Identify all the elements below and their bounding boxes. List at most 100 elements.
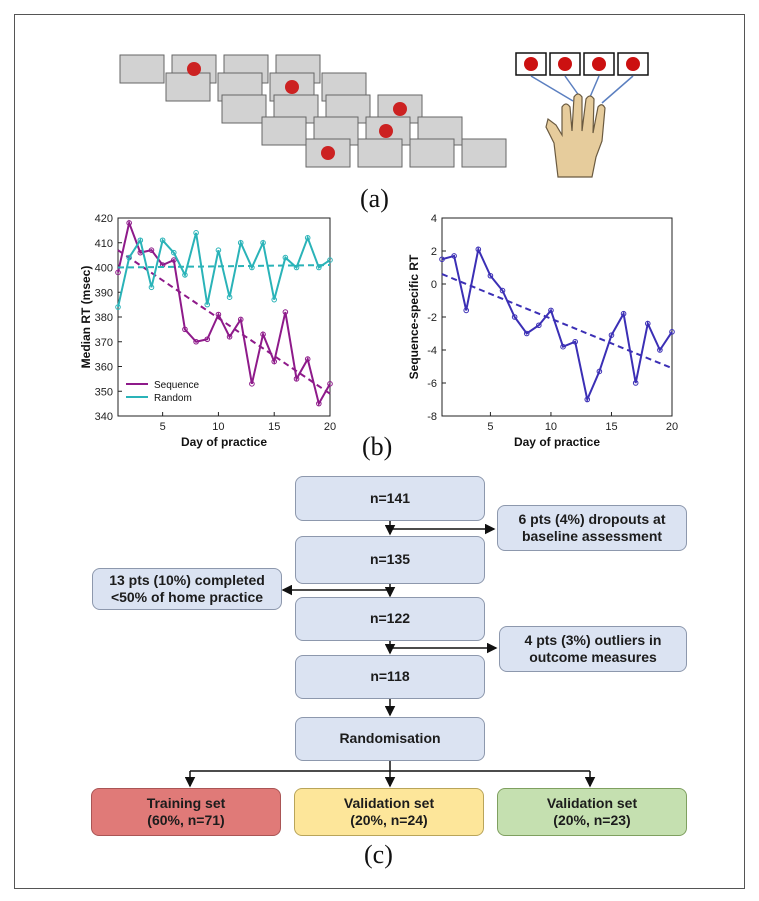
rt-series-random-point xyxy=(249,264,255,271)
node-n122: n=122 xyxy=(295,597,485,641)
seq-series-0-point xyxy=(439,256,445,263)
rt-series-random-point xyxy=(316,264,322,271)
rt-series-random-point xyxy=(260,239,266,246)
seq-series-0-point xyxy=(644,320,651,327)
seq-series-0-point xyxy=(620,310,627,317)
panel-label-c: (c) xyxy=(364,840,393,869)
rt-series-sequence-point xyxy=(249,381,255,387)
panel-label-a: (a) xyxy=(360,184,389,213)
seq-series-0-point xyxy=(523,330,530,337)
seq-series-0-line xyxy=(441,246,673,403)
rt-xtick-label: 10 xyxy=(212,421,224,433)
seq-x-axis-label: Day of practice xyxy=(514,435,600,449)
seq-series-0-point xyxy=(475,246,482,253)
rt-series-sequence-point xyxy=(237,316,244,323)
seq-ytick-label: -6 xyxy=(427,378,437,390)
seq-series-0-point xyxy=(548,307,554,314)
seq-series-0-point xyxy=(511,314,518,320)
rt-series-random-point xyxy=(170,249,177,256)
rt-x-axis-label: Day of practice xyxy=(181,435,267,449)
rt-series-random-point xyxy=(226,294,233,300)
seq-series-0-point xyxy=(463,307,470,314)
seq-series-0-point xyxy=(560,343,566,350)
rt-series-sequence-point xyxy=(271,358,278,365)
seq-series-0-point xyxy=(584,396,591,403)
seq-ytick-label: -8 xyxy=(427,411,437,423)
node-training-set: Training set (60%, n=71) xyxy=(91,788,281,836)
node-n118: n=118 xyxy=(295,655,485,699)
rt-series-sequence-point xyxy=(148,247,155,253)
seq-series-0-point xyxy=(669,329,675,335)
seq-series-0-point xyxy=(536,322,542,329)
rt-series-random-point xyxy=(271,296,278,303)
seq-series-0-point xyxy=(487,272,494,279)
seq-ytick-label: -4 xyxy=(427,345,437,357)
rt-xtick-label: 20 xyxy=(324,421,336,433)
rt-series-random-point xyxy=(193,230,199,236)
seq-series-0-point xyxy=(608,332,615,338)
rt-series-sequence-point xyxy=(260,331,266,338)
rt-legend-label: Random xyxy=(154,393,192,404)
node-randomisation: Randomisation xyxy=(295,717,485,761)
rt-series-sequence-point xyxy=(193,338,199,345)
rt-series-sequence-point xyxy=(226,334,233,340)
srtt-stimulus-illustration xyxy=(119,52,649,178)
seq-ytick-label: 2 xyxy=(431,246,437,258)
rt-series-sequence-point xyxy=(115,269,121,276)
seq-series-0-point xyxy=(572,338,578,345)
hand-icon xyxy=(545,93,606,178)
rt-legend-label: Sequence xyxy=(154,380,199,391)
node-incomplete-practice: 13 pts (10%) completed <50% of home prac… xyxy=(92,568,282,610)
node-n141: n=141 xyxy=(295,476,485,521)
seq-series-0-point xyxy=(657,347,663,353)
rt-series-sequence-line xyxy=(117,219,331,407)
rt-ytick-label: 380 xyxy=(95,312,113,324)
rt-series-random-point xyxy=(327,257,333,263)
seq-series-0-point xyxy=(596,368,603,375)
rt-series-random-point xyxy=(137,237,144,244)
node-n135: n=135 xyxy=(295,536,485,584)
target-dots xyxy=(187,62,407,160)
rt-series-random-point xyxy=(182,272,188,278)
rt-series-sequence-point xyxy=(304,356,311,362)
rt-ytick-label: 360 xyxy=(95,362,113,374)
rt-series-sequence-point xyxy=(204,336,211,343)
seq-ytick-label: -2 xyxy=(427,312,437,324)
seq-ytick-label: 4 xyxy=(431,213,437,225)
node-dropout: 6 pts (4%) dropouts at baseline assessme… xyxy=(497,505,687,551)
seq-ytick-label: 0 xyxy=(431,279,437,291)
rt-series-random-point xyxy=(204,301,211,308)
seq-series-0-point xyxy=(451,253,457,259)
rt-series-sequence-point xyxy=(170,257,177,263)
rt-series-sequence-point xyxy=(327,381,333,387)
rt-series-sequence-point xyxy=(215,311,222,318)
rt-series-random-point xyxy=(148,284,155,291)
rt-ytick-label: 350 xyxy=(95,386,113,398)
figure-frame xyxy=(14,14,745,889)
seq-xtick-label: 10 xyxy=(545,421,557,433)
rt-series-random-point xyxy=(115,304,121,310)
rt-series-random-point xyxy=(237,239,244,246)
rt-series-random-point xyxy=(126,254,132,261)
node-validation-set-1: Validation set (20%, n=24) xyxy=(294,788,484,836)
rt-xtick-label: 5 xyxy=(160,421,166,433)
rt-series-random-point xyxy=(304,235,311,241)
node-validation-set-2: Validation set (20%, n=23) xyxy=(497,788,687,836)
response-keys xyxy=(515,52,649,76)
rt-ytick-label: 370 xyxy=(95,337,113,349)
rt-series-sequence-point xyxy=(316,400,322,407)
rt-series-random-point xyxy=(293,264,300,271)
rt-series-random-point xyxy=(282,254,289,261)
seq-xtick-label: 5 xyxy=(487,421,493,433)
rt-series-sequence-point xyxy=(282,309,289,315)
rt-ytick-label: 400 xyxy=(95,263,113,275)
rt-series-random-point xyxy=(159,237,166,244)
seq-series-0-trendline xyxy=(441,273,673,370)
rt-y-axis-label: Median RT (msec) xyxy=(80,266,93,369)
rt-ytick-label: 340 xyxy=(95,411,113,423)
seq-series-0-point xyxy=(632,380,639,386)
rt-series-random-point xyxy=(215,247,222,253)
seq-xtick-label: 20 xyxy=(666,421,678,433)
